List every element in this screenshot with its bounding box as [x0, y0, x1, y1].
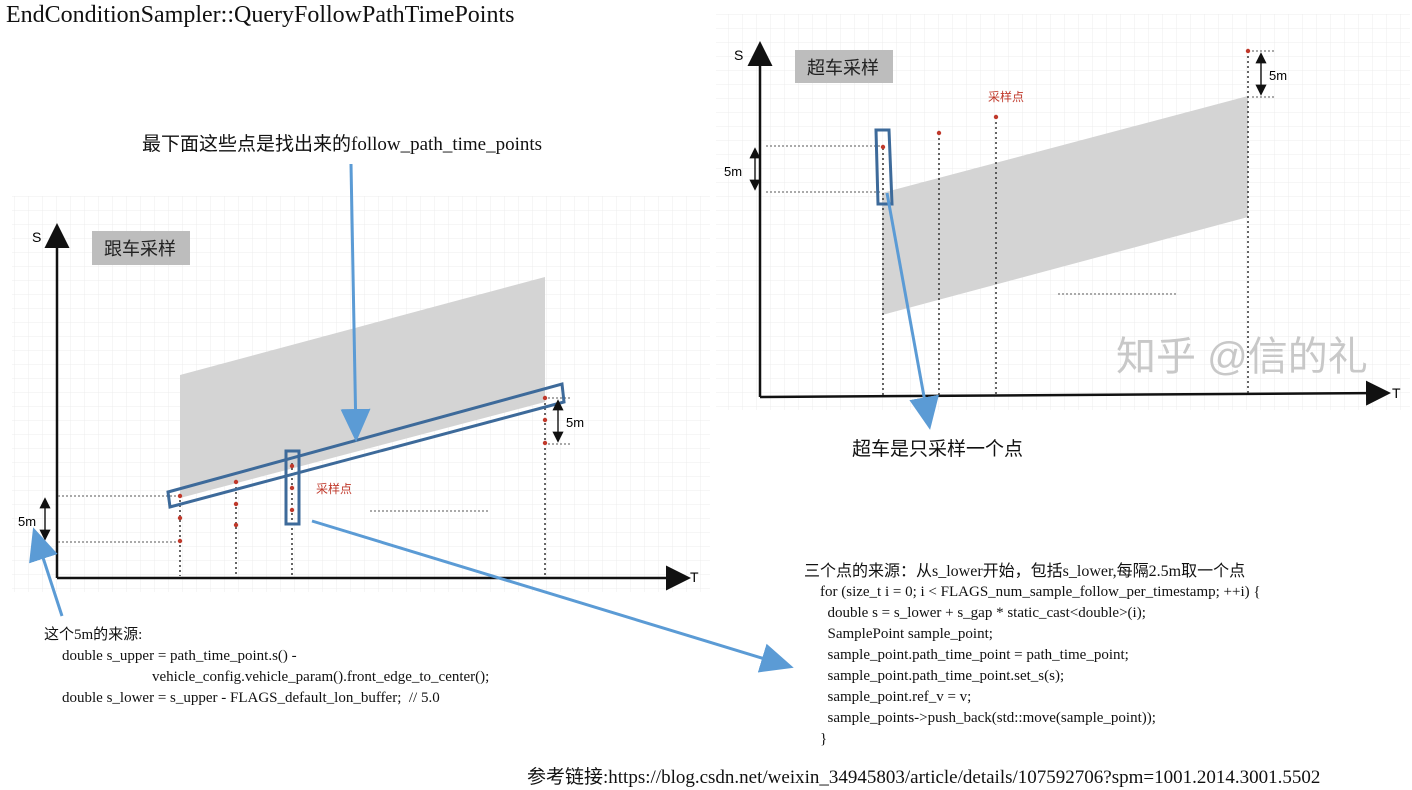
- follow-band: [180, 277, 545, 498]
- follow-dim-left-label: 5m: [18, 514, 36, 529]
- overtake-note: 超车是只采样一个点: [852, 439, 1024, 460]
- follow-bottom-points-box: [166, 382, 566, 509]
- overtake-dotted-verticals: [882, 51, 1249, 395]
- overtake-point-box: [874, 128, 894, 206]
- watermark: 知乎 @信的礼: [1116, 335, 1368, 379]
- three-points-code-line: for (size_t i = 0; i < FLAGS_num_sample_…: [820, 584, 1261, 600]
- five-m-source-block: 这个5m的来源: double s_upper = path_time_poin…: [44, 625, 489, 709]
- overtake-tag-box: [795, 50, 893, 83]
- follow-s-label: S: [32, 229, 41, 245]
- follow-dim-right-label: 5m: [566, 415, 584, 430]
- three-points-code-line: SamplePoint sample_point;: [820, 626, 993, 642]
- arrow-to-bottom-points: [340, 163, 371, 442]
- follow-dotted-verticals: [179, 398, 546, 576]
- overtake-tag: 超车采样: [807, 58, 879, 79]
- five-m-source-heading: 这个5m的来源:: [44, 627, 143, 643]
- three-points-code-line: sample_points->push_back(std::move(sampl…: [820, 710, 1156, 726]
- follow-t-label: T: [690, 569, 699, 585]
- three-points-code-line: }: [820, 731, 828, 747]
- three-points-source-block: 三个点的来源：从s_lower开始，包括s_lower,每隔2.5m取一个点 f…: [804, 561, 1261, 750]
- overtake-dim-right-label: 5m: [1269, 68, 1287, 83]
- follow-sample-points: [177, 395, 548, 544]
- five-m-source-line: vehicle_config.vehicle_param().front_edg…: [62, 669, 490, 685]
- three-points-code-line: double s = s_lower + s_gap * static_cast…: [820, 605, 1146, 621]
- five-m-source-line: double s_lower = s_upper - FLAGS_default…: [62, 690, 440, 706]
- overtake-sample-points: [880, 48, 1251, 150]
- page-title: EndConditionSampler::QueryFollowPathTime…: [6, 2, 515, 28]
- three-points-code-line: sample_point.ref_v = v;: [820, 689, 972, 705]
- three-points-code-line: sample_point.path_time_point.set_s(s);: [820, 668, 1065, 684]
- overtake-dim-left-label: 5m: [724, 164, 742, 179]
- overtake-dotted-horizontals: [766, 50, 1274, 295]
- follow-sample-label: 采样点: [316, 481, 352, 496]
- follow-three-points-box: [284, 449, 301, 526]
- arrow-to-5m: [29, 527, 64, 617]
- overtake-sample-label: 采样点: [988, 89, 1024, 104]
- overtake-s-label: S: [734, 47, 743, 63]
- three-points-heading: 三个点的来源：从s_lower开始，包括s_lower,每隔2.5m取一个点: [804, 563, 1246, 580]
- overtake-chart: S T 超车采样 采样点 5m 5m 知乎 @信的礼: [716, 14, 1410, 410]
- callout-arrows: [29, 163, 939, 673]
- five-m-source-line: double s_upper = path_time_point.s() -: [62, 648, 297, 664]
- reference-link[interactable]: 参考链接:https://blog.csdn.net/weixin_349458…: [527, 767, 1321, 788]
- follow-dotted-horizontals: [58, 397, 570, 543]
- overtake-band: [882, 96, 1248, 315]
- follow-tag: 跟车采样: [104, 239, 176, 260]
- arrow-to-three-points-code: [311, 519, 794, 673]
- three-points-code-line: sample_point.path_time_point = path_time…: [820, 647, 1129, 663]
- arrow-to-overtake-note: [885, 192, 939, 430]
- follow-chart: S T 跟车采样 采样点 5m: [12, 196, 710, 592]
- follow-tag-box: [92, 231, 190, 265]
- bottom-points-note: 最下面这些点是找出来的follow_path_time_points: [142, 134, 543, 155]
- overtake-t-label: T: [1392, 385, 1401, 401]
- overtake-t-axis: [759, 380, 1391, 406]
